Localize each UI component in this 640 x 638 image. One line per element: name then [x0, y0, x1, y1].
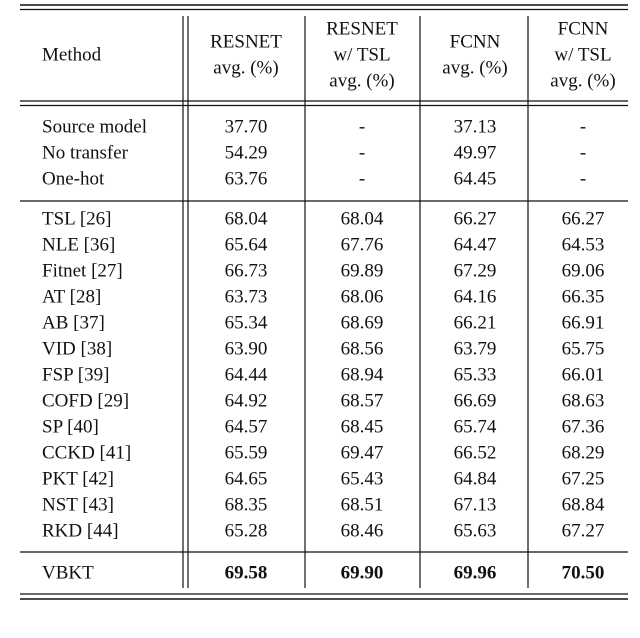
cell-value: 49.97 — [454, 142, 497, 163]
cell-value: 37.13 — [454, 116, 497, 137]
header-text: RESNET — [326, 18, 398, 39]
cell-value: 66.35 — [562, 286, 605, 307]
cell-value: 37.70 — [225, 116, 268, 137]
header-text: FCNN — [450, 31, 501, 52]
method-name: RKD [44] — [42, 520, 119, 541]
method-name: NST [43] — [42, 494, 114, 515]
cell-value: 66.21 — [454, 312, 497, 333]
cell-value: - — [359, 116, 365, 137]
cell-value: 63.79 — [454, 338, 497, 359]
cell-value: 69.96 — [454, 562, 497, 583]
method-name: PKT [42] — [42, 468, 114, 489]
method-name: SP [40] — [42, 416, 99, 437]
cell-value: 65.33 — [454, 364, 497, 385]
cell-value: 68.35 — [225, 494, 268, 515]
cell-value: 64.47 — [454, 234, 497, 255]
cell-value: 68.51 — [341, 494, 384, 515]
method-name: One-hot — [42, 168, 105, 189]
method-name: VBKT — [42, 562, 94, 583]
rules — [20, 4, 628, 600]
cell-value: 63.90 — [225, 338, 268, 359]
method-name: CCKD [41] — [42, 442, 131, 463]
header-text: w/ TSL — [333, 44, 390, 65]
cell-value: 65.75 — [562, 338, 605, 359]
cell-value: 65.34 — [225, 312, 268, 333]
cell-value: 64.57 — [225, 416, 268, 437]
cell-value: 64.45 — [454, 168, 497, 189]
method-name: Source model — [42, 116, 147, 137]
method-name: VID [38] — [42, 338, 112, 359]
cell-value: 63.76 — [225, 168, 268, 189]
cell-value: 64.84 — [454, 468, 497, 489]
header-text: avg. (%) — [213, 57, 278, 78]
cell-value: 68.57 — [341, 390, 384, 411]
header-text: avg. (%) — [550, 70, 615, 91]
cell-value: 66.27 — [454, 208, 497, 229]
cell-value: 67.27 — [562, 520, 605, 541]
cell-value: 67.76 — [341, 234, 384, 255]
cell-value: 68.69 — [341, 312, 384, 333]
cell-value: 66.01 — [562, 364, 605, 385]
cell-value: 68.63 — [562, 390, 605, 411]
cell-value: 68.46 — [341, 520, 384, 541]
cell-value: 67.13 — [454, 494, 497, 515]
method-name: COFD [29] — [42, 390, 129, 411]
cell-value: 69.58 — [225, 562, 268, 583]
cell-value: - — [580, 116, 586, 137]
method-name: NLE [36] — [42, 234, 115, 255]
method-name: AT [28] — [42, 286, 101, 307]
cell-value: 67.25 — [562, 468, 605, 489]
cell-value: 67.36 — [562, 416, 605, 437]
cell-value: 68.04 — [225, 208, 268, 229]
cell-value: - — [580, 168, 586, 189]
cell-value: 65.64 — [225, 234, 268, 255]
cell-value: 65.74 — [454, 416, 497, 437]
cell-value: 64.92 — [225, 390, 268, 411]
cell-value: 68.06 — [341, 286, 384, 307]
cell-value: 66.27 — [562, 208, 605, 229]
header-text: avg. (%) — [329, 70, 394, 91]
cell-value: 64.65 — [225, 468, 268, 489]
cell-value: 67.29 — [454, 260, 497, 281]
header-text: Method — [42, 44, 102, 65]
cell-value: 65.28 — [225, 520, 268, 541]
header-text: FCNN — [558, 18, 609, 39]
cell-value: 69.89 — [341, 260, 384, 281]
cell-value: 66.91 — [562, 312, 605, 333]
cell-value: 69.06 — [562, 260, 605, 281]
method-name: AB [37] — [42, 312, 105, 333]
cell-value: 64.44 — [225, 364, 268, 385]
header-text: w/ TSL — [554, 44, 611, 65]
method-name: FSP [39] — [42, 364, 109, 385]
cell-value: 69.90 — [341, 562, 384, 583]
cell-value: 64.16 — [454, 286, 497, 307]
cell-value: - — [580, 142, 586, 163]
cell-value: 65.43 — [341, 468, 384, 489]
header-text: RESNET — [210, 31, 282, 52]
header-text: avg. (%) — [442, 57, 507, 78]
cell-value: 65.59 — [225, 442, 268, 463]
cell-value: 66.69 — [454, 390, 497, 411]
cell-value: 66.52 — [454, 442, 497, 463]
cell-value: 68.56 — [341, 338, 384, 359]
cell-value: 66.73 — [225, 260, 268, 281]
cell-value: - — [359, 142, 365, 163]
cell-value: 65.63 — [454, 520, 497, 541]
cell-value: 54.29 — [225, 142, 268, 163]
method-name: Fitnet [27] — [42, 260, 123, 281]
cell-value: 64.53 — [562, 234, 605, 255]
cell-value: 68.04 — [341, 208, 384, 229]
method-name: No transfer — [42, 142, 129, 163]
cell-value: 68.29 — [562, 442, 605, 463]
cell-value: 68.45 — [341, 416, 384, 437]
cell-value: 70.50 — [562, 562, 605, 583]
cell-value: - — [359, 168, 365, 189]
cell-value: 68.84 — [562, 494, 605, 515]
cell-value: 69.47 — [341, 442, 384, 463]
cell-value: 63.73 — [225, 286, 268, 307]
method-name: TSL [26] — [42, 208, 111, 229]
cell-value: 68.94 — [341, 364, 384, 385]
